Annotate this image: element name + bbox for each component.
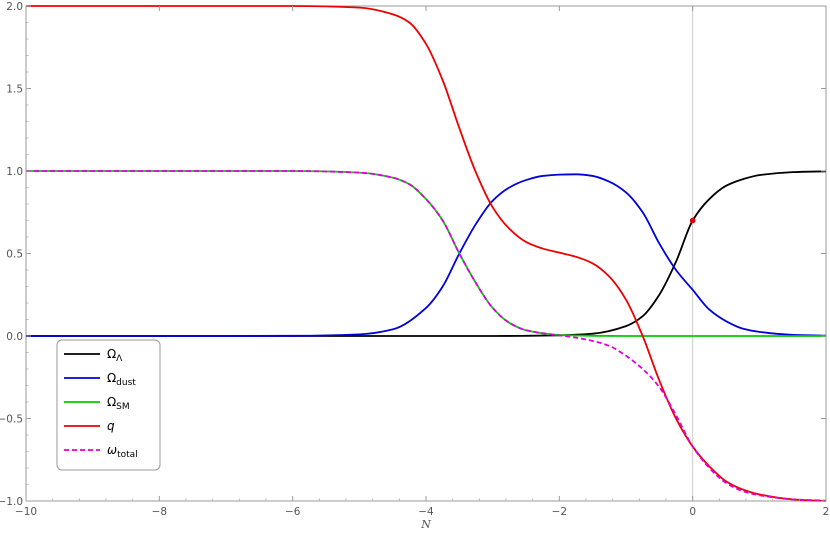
x-tick-label: −2 bbox=[552, 506, 567, 518]
legend-label: ωtotal bbox=[107, 443, 138, 460]
series-line-1 bbox=[26, 173, 827, 337]
legend-label: ΩΛ bbox=[107, 347, 123, 364]
series-line-3 bbox=[25, 5, 827, 502]
axis-ticks: −10 −8 −6 −4 −2 0 2 −1.0 −0.5 0.0 0.5 1.0 1.5 2.0 bbox=[0, 1, 829, 518]
y-tick-label: 0.5 bbox=[6, 249, 23, 261]
series-lines bbox=[25, 5, 827, 502]
y-tick-label: −0.5 bbox=[0, 414, 23, 426]
highlight-marker bbox=[689, 217, 696, 224]
x-axis-label: N bbox=[420, 518, 431, 531]
y-tick-label: 2.0 bbox=[6, 1, 23, 13]
x-tick-label: −10 bbox=[15, 506, 37, 518]
y-tick-label: 1.0 bbox=[6, 166, 23, 178]
series-line-4 bbox=[25, 170, 827, 502]
x-tick-label: 0 bbox=[689, 506, 696, 518]
legend-label: ΩSM bbox=[107, 395, 130, 412]
marker-point bbox=[689, 217, 696, 224]
y-tick-label: 1.5 bbox=[6, 84, 23, 96]
x-tick-label: 2 bbox=[823, 506, 830, 518]
y-tick-label: −1.0 bbox=[0, 496, 23, 508]
legend-box bbox=[56, 339, 161, 471]
legend-label: q bbox=[107, 419, 115, 433]
legend: ΩΛ Ωdust ΩSM q ωtotal bbox=[56, 339, 161, 471]
series-line-2 bbox=[25, 170, 826, 337]
series-line-0 bbox=[26, 170, 827, 337]
x-tick-label: −6 bbox=[285, 506, 301, 518]
x-tick-label: −4 bbox=[418, 506, 434, 518]
legend-label: Ωdust bbox=[107, 371, 136, 388]
y-tick-label: 0.0 bbox=[6, 331, 23, 343]
x-tick-label: −8 bbox=[152, 506, 167, 518]
